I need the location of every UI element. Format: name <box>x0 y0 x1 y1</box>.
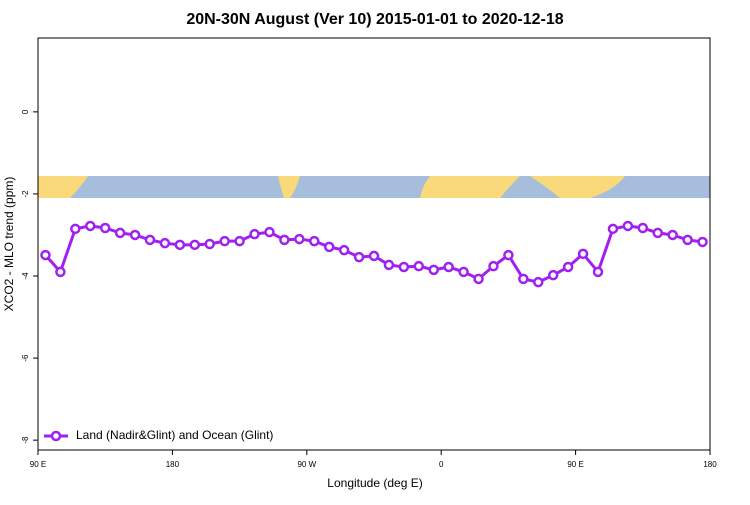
data-point <box>652 227 663 239</box>
data-point <box>338 244 350 256</box>
data-point <box>458 266 469 278</box>
map-strip <box>38 176 710 198</box>
y-tick-label: 0 <box>21 109 30 114</box>
data-point <box>323 241 335 253</box>
x-tick-label: 90 E <box>30 460 46 469</box>
data-point <box>294 233 305 245</box>
data-point <box>682 234 693 246</box>
x-tick-label: 0 <box>439 460 444 469</box>
data-point <box>353 251 365 263</box>
data-point <box>413 260 425 272</box>
data-point <box>562 261 574 273</box>
data-point <box>264 226 275 238</box>
y-tick-label: -8 <box>21 436 30 444</box>
data-point <box>383 259 395 271</box>
data-point <box>70 223 81 235</box>
y-tick-label: -2 <box>21 190 30 198</box>
data-point <box>219 235 230 247</box>
data-point <box>159 237 171 249</box>
data-point <box>144 234 156 246</box>
x-tick-label: 180 <box>703 460 717 469</box>
data-point <box>279 234 290 246</box>
data-point <box>533 276 544 288</box>
data-point <box>667 229 678 241</box>
data-point <box>503 249 514 261</box>
data-point <box>577 248 589 260</box>
data-point <box>622 220 634 232</box>
legend-label: Land (Nadir&Glint) and Ocean (Glint) <box>76 428 273 442</box>
x-tick-label: 180 <box>166 460 180 469</box>
x-tick-label: 90 E <box>567 460 583 469</box>
data-point <box>398 261 410 273</box>
data-point <box>592 266 604 278</box>
plot-frame <box>37 37 711 451</box>
data-point <box>99 222 111 234</box>
data-point <box>55 266 66 278</box>
data-point <box>309 235 320 247</box>
data-point <box>114 227 126 239</box>
y-tick-label: -4 <box>21 272 30 280</box>
data-point <box>249 228 260 240</box>
data-point <box>40 249 51 261</box>
y-axis-label: XCO2 - MLO trend (ppm) <box>2 177 16 312</box>
legend: Land (Nadir&Glint) and Ocean (Glint) <box>44 428 273 442</box>
data-point <box>189 239 201 251</box>
legend-marker <box>50 430 62 442</box>
data-point <box>174 239 186 251</box>
data-point <box>428 264 439 276</box>
data-point <box>204 238 215 250</box>
data-point <box>697 236 708 248</box>
x-tick-label: 90 W <box>297 460 316 469</box>
chart-title: 20N-30N August (Ver 10) 2015-01-01 to 20… <box>186 11 563 28</box>
data-point <box>518 273 529 285</box>
data-point <box>607 223 619 235</box>
y-tick-label: -6 <box>21 354 30 362</box>
data-point <box>488 260 499 272</box>
data-point <box>234 235 245 247</box>
data-point <box>85 220 96 232</box>
data-point <box>129 229 141 241</box>
data-point <box>473 273 484 285</box>
data-point <box>443 261 454 273</box>
data-point <box>368 250 380 262</box>
x-axis-label: Longitude (deg E) <box>327 476 422 490</box>
data-point <box>637 222 649 234</box>
data-point <box>547 269 559 281</box>
